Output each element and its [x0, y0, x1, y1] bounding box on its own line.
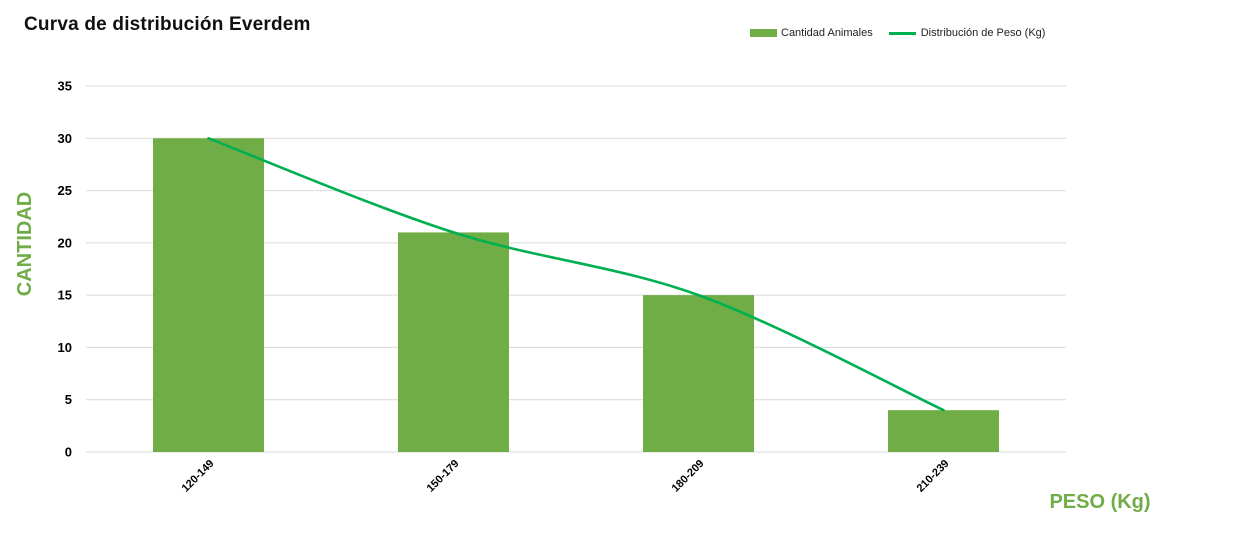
y-tick-label: 30	[58, 131, 72, 146]
legend: Cantidad Animales Distribución de Peso (…	[750, 27, 1061, 39]
distribution-line-path	[207, 136, 945, 412]
y-tick-label: 25	[58, 183, 72, 198]
bar	[643, 295, 754, 452]
y-tick-label: 5	[65, 392, 72, 407]
legend-item-bar: Cantidad Animales	[750, 27, 873, 39]
y-tick-labels: 0 5 10 15 20 25 30 35	[58, 79, 72, 460]
bars	[153, 138, 999, 453]
x-tick-label: 210-239	[915, 458, 952, 495]
y-tick-label: 10	[58, 340, 72, 355]
legend-bar-swatch	[750, 29, 777, 37]
y-tick-label: 35	[58, 79, 72, 94]
x-tick-label: 180-209	[670, 458, 707, 495]
x-tick-label: 120-149	[180, 458, 217, 495]
y-tick-label: 0	[65, 445, 72, 460]
chart-title: Curva de distribución Everdem	[24, 14, 311, 35]
legend-item-line: Distribución de Peso (Kg)	[888, 27, 1046, 39]
legend-line-swatch	[888, 31, 916, 35]
x-tick-label: 150-179	[425, 458, 462, 495]
distribution-line	[207, 136, 945, 412]
x-tick-labels: 120-149 150-179 180-209 210-239	[180, 458, 952, 495]
x-axis-label: PESO (Kg)	[1049, 491, 1150, 513]
y-axis-label: CANTIDAD	[14, 192, 36, 296]
bar	[153, 138, 264, 453]
y-tick-label: 15	[58, 288, 72, 303]
legend-bar-label: Cantidad Animales	[781, 27, 873, 39]
bar	[398, 232, 509, 452]
bar	[888, 410, 999, 452]
y-tick-label: 20	[58, 235, 72, 250]
legend-line-label: Distribución de Peso (Kg)	[920, 27, 1046, 39]
